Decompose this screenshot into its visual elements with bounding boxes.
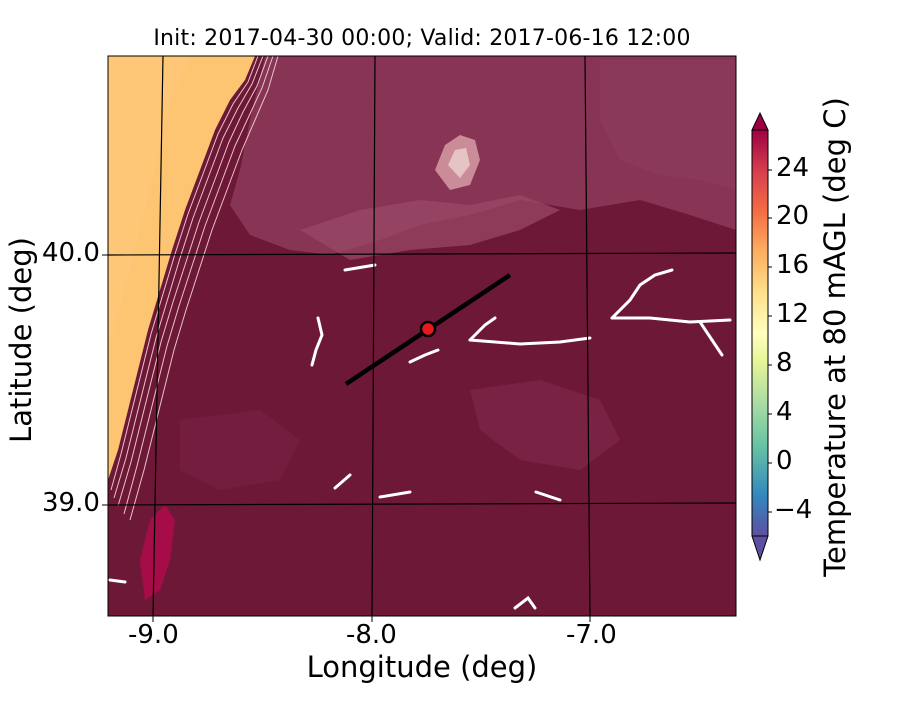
highland-region-mid bbox=[300, 195, 560, 260]
highland-region-east bbox=[600, 60, 736, 190]
colorbar-tick-label: 4 bbox=[776, 397, 793, 427]
water-features bbox=[108, 263, 732, 610]
colorbar-tick-label: 12 bbox=[776, 299, 810, 329]
colorbar-tick-label: 0 bbox=[776, 446, 793, 476]
colorbar-label: Temperature at 80 mAGL (deg C) bbox=[818, 97, 852, 577]
x-tick-label: -8.0 bbox=[346, 620, 397, 650]
coastal-contours bbox=[110, 56, 279, 521]
y-tick-label: 39.0 bbox=[42, 488, 100, 518]
y-tick-label: 40.0 bbox=[42, 238, 100, 268]
x-axis-label: Longitude (deg) bbox=[306, 650, 538, 684]
hot-spot bbox=[140, 505, 175, 600]
colorbar-extend-max bbox=[751, 111, 769, 131]
colorbar-tick-label: 20 bbox=[776, 201, 810, 231]
colorbar-tick-label: 8 bbox=[776, 348, 793, 378]
colorbar-extend-min bbox=[751, 535, 769, 562]
highland-region-southwest bbox=[180, 410, 300, 490]
chart-title: Init: 2017-04-30 00:00; Valid: 2017-06-1… bbox=[153, 26, 691, 51]
colorbar-gradient bbox=[751, 129, 769, 537]
colorbar-tick-label: 24 bbox=[776, 153, 810, 183]
mountain-peak-core bbox=[448, 148, 470, 178]
y-axis-label: Latitude (deg) bbox=[4, 237, 38, 443]
x-tick-label: -7.0 bbox=[566, 620, 617, 650]
highland-region-south bbox=[470, 380, 620, 470]
location-marker bbox=[419, 320, 437, 338]
graticule bbox=[108, 56, 736, 616]
colorbar-tick-label: 16 bbox=[776, 250, 810, 280]
ocean-warm-band bbox=[108, 56, 190, 350]
colorbar-tick-label: −4 bbox=[774, 495, 813, 525]
colorbar bbox=[751, 111, 772, 562]
axis-ticks bbox=[102, 254, 591, 622]
map-frame bbox=[107, 55, 737, 617]
x-tick-label: -9.0 bbox=[128, 620, 179, 650]
